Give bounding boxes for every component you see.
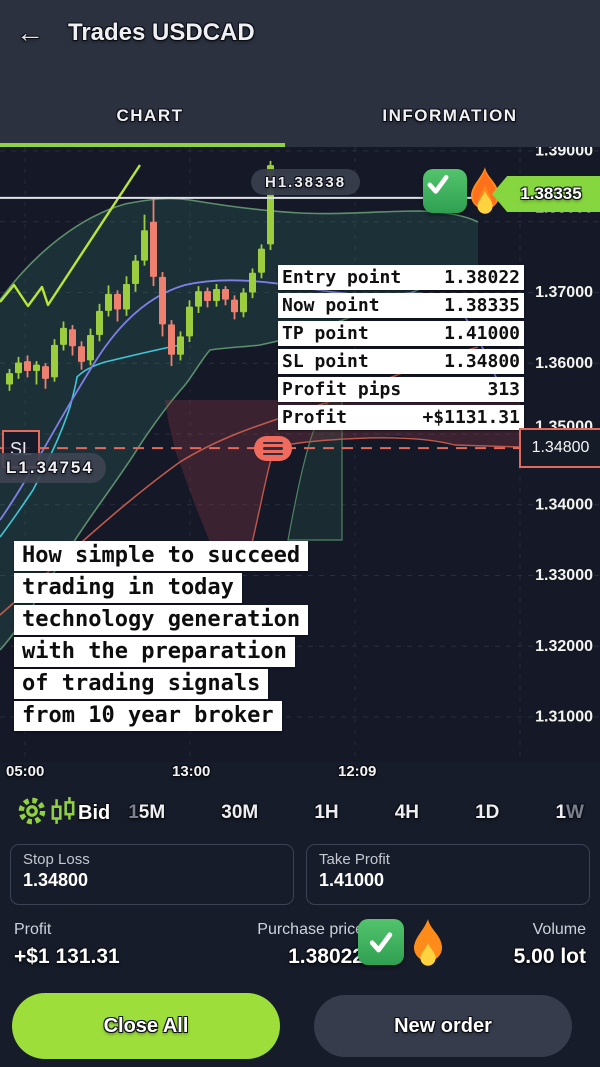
take-profit-input[interactable]: Take Profit 1.41000 [306,844,590,905]
volume-label: Volume [532,921,586,938]
signal-label: SL point [282,351,369,372]
sl-low-label: L1.34754 [0,453,106,483]
signal-row: Profit pips 313 [278,377,524,402]
price-axis-label: 1.32000 [535,638,593,655]
timeframe-1d[interactable]: 1D [475,802,500,823]
position-summary: Profit +$1 131.31 Purchase price 1.38022… [0,905,600,985]
stop-loss-value: 1.34800 [23,870,89,890]
gear-icon[interactable] [16,795,48,832]
signal-value: 1.41000 [444,323,520,344]
chart-toolbar: Bid 15M 30M 1H 4H 1D 1W [0,788,600,838]
signal-label: Now point [282,295,380,316]
stop-loss-label: Stop Loss [23,851,90,868]
take-profit-label: Take Profit [319,851,390,868]
purchase-price-value: 1.38022 [288,945,364,968]
tab-bar: CHART INFORMATION [0,66,600,147]
action-buttons: Close All New order [0,985,600,1067]
signal-row: SL point 1.34800 [278,349,524,374]
caption-line: technology generation [14,605,309,635]
purchase-price-summary: Purchase price 1.38022 [204,921,364,969]
profit-value: +$1 131.31 [14,945,120,968]
signal-row: TP point 1.41000 [278,321,524,346]
check-emoji [358,919,404,965]
active-tab-underline [0,143,285,147]
fire-emoji [406,917,450,974]
timeframe-15m[interactable]: 15M [128,802,166,823]
price-axis-label: 1.37000 [535,284,593,301]
check-emoji [423,169,467,213]
caption-line: with the preparation [14,637,295,667]
order-inputs: Stop Loss 1.34800 Take Profit 1.41000 [0,838,600,905]
header: ← Trades USDCAD [0,0,600,66]
purchase-price-label: Purchase price [257,921,364,938]
signal-value: 1.34800 [444,351,520,372]
back-arrow-icon[interactable]: ← [16,17,44,48]
timeframe-30m[interactable]: 30M [221,802,259,823]
signal-label: Entry point [282,267,402,288]
profit-label: Profit [14,921,52,938]
high-line-label: H1.38338 [251,169,361,195]
stop-loss-input[interactable]: Stop Loss 1.34800 [10,844,294,905]
signal-table: Entry point 1.38022 Now point 1.38335 TP poi… [278,265,524,433]
close-all-button[interactable]: Close All [12,993,280,1059]
candlestick-icon[interactable] [48,796,78,831]
signal-value: 1.38022 [444,267,520,288]
signal-label: TP point [282,323,369,344]
new-order-button[interactable]: New order [314,995,572,1057]
volume-summary: Volume 5.00 lot [364,921,586,969]
time-tick: 12:09 [338,763,377,780]
price-axis-label: 1.33000 [535,567,593,584]
price-chart[interactable]: 1.390001.380001.370001.360001.350001.340… [0,147,600,762]
signal-value: 313 [487,379,520,400]
signal-row: Now point 1.38335 [278,293,524,318]
caption-line: How simple to succeed [14,541,309,571]
signal-row: Entry point 1.38022 [278,265,524,290]
time-tick: 13:00 [172,763,211,780]
signal-value: 1.38335 [444,295,520,316]
current-price-tag: 1.38335 [492,176,600,212]
price-axis-label: 1.31000 [535,709,593,726]
signal-value: +$1131.31 [422,407,520,428]
signal-label: Profit [282,407,348,428]
caption-line: trading in today [14,573,242,603]
price-axis-label: 1.39000 [535,147,593,160]
signal-row: Profit +$1131.31 [278,405,524,430]
tab-chart[interactable]: CHART [116,105,184,125]
sl-price-box: 1.34800 [519,428,600,468]
timeframe-1h[interactable]: 1H [314,802,339,823]
price-axis-label: 1.36000 [535,355,593,372]
sl-drag-handle[interactable] [254,436,292,461]
timeframe-row: 15M 30M 1H 4H 1D 1W [128,802,584,824]
profit-summary: Profit +$1 131.31 [14,921,204,969]
caption-line: from 10 year broker [14,701,282,731]
time-tick: 05:00 [6,763,45,780]
take-profit-value: 1.41000 [319,870,385,890]
page-title: Trades USDCAD [68,19,255,46]
caption-line: of trading signals [14,669,269,699]
caption-text: How simple to succeed trading in today tec… [14,541,309,733]
bid-toggle[interactable]: Bid [78,801,111,824]
signal-label: Profit pips [282,379,402,400]
price-axis-label: 1.34000 [535,496,593,513]
time-axis: 05:00 13:00 12:09 [0,762,600,788]
tab-information[interactable]: INFORMATION [382,105,518,125]
timeframe-4h[interactable]: 4H [394,802,419,823]
volume-value: 5.00 lot [513,945,586,968]
timeframe-1w[interactable]: 1W [555,802,584,823]
